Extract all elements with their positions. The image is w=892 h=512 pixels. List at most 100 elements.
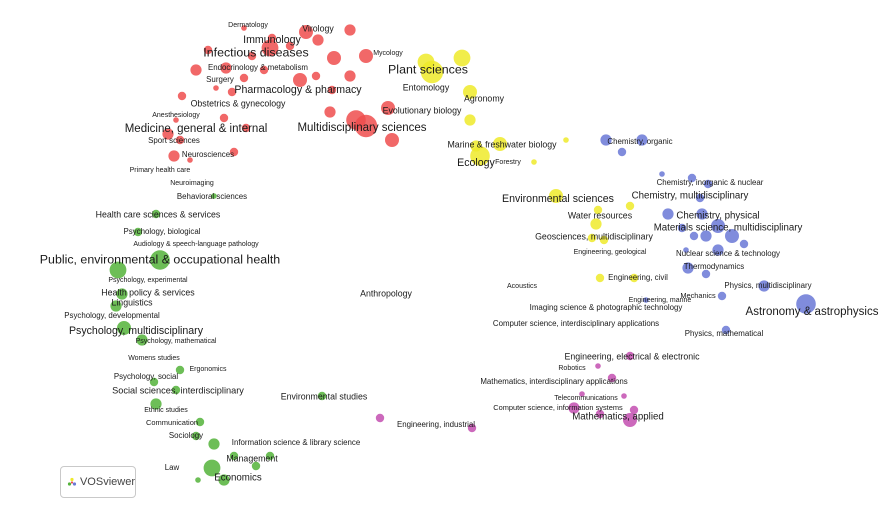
node-red[interactable] xyxy=(311,71,321,81)
node-label[interactable]: Psychology, biological xyxy=(123,227,200,236)
node-red[interactable] xyxy=(213,85,219,91)
node-green[interactable] xyxy=(203,459,221,477)
node-red[interactable] xyxy=(219,113,229,123)
node-label[interactable]: Mathematics, interdisciplinary applicati… xyxy=(480,377,627,386)
node-label[interactable]: Law xyxy=(165,463,180,472)
node-purple[interactable] xyxy=(467,423,477,433)
node-red[interactable] xyxy=(241,123,251,133)
node-label[interactable]: Plant sciences xyxy=(388,62,468,76)
node-label[interactable]: Engineering, marine xyxy=(629,297,692,304)
node-red[interactable] xyxy=(187,157,193,163)
node-red[interactable] xyxy=(177,91,187,101)
node-label[interactable]: Chemistry, physical xyxy=(676,211,759,222)
node-blue[interactable] xyxy=(721,325,731,335)
node-yellow[interactable] xyxy=(593,205,603,215)
node-blue[interactable] xyxy=(758,280,770,292)
node-label[interactable]: Geosciences, multidisciplinary xyxy=(535,231,653,241)
node-blue[interactable] xyxy=(696,208,708,220)
node-label[interactable]: Astronomy & astrophysics xyxy=(746,306,879,318)
node-red[interactable] xyxy=(173,117,179,123)
node-label[interactable]: Agronomy xyxy=(464,93,505,103)
node-blue[interactable] xyxy=(687,173,697,183)
node-yellow[interactable] xyxy=(629,273,639,283)
node-red[interactable] xyxy=(285,41,295,51)
node-label[interactable]: Environmental sciences xyxy=(502,193,614,205)
node-green[interactable] xyxy=(116,288,128,300)
node-yellow[interactable] xyxy=(493,137,507,151)
node-yellow[interactable] xyxy=(463,85,477,99)
node-red[interactable] xyxy=(220,62,232,74)
node-yellow[interactable] xyxy=(595,273,605,283)
node-label[interactable]: Computer science, interdisciplinary appl… xyxy=(493,319,659,328)
node-label[interactable]: Psychology, social xyxy=(114,372,179,381)
node-label[interactable]: Management xyxy=(226,453,278,463)
node-purple[interactable] xyxy=(621,393,627,399)
node-yellow[interactable] xyxy=(453,49,471,67)
node-label[interactable]: Neuroimaging xyxy=(170,180,214,187)
node-blue[interactable] xyxy=(677,223,687,233)
node-purple[interactable] xyxy=(623,413,637,427)
node-label[interactable]: Economics xyxy=(214,473,262,484)
node-blue[interactable] xyxy=(659,171,665,177)
node-green[interactable] xyxy=(149,377,159,387)
node-label[interactable]: Environmental studies xyxy=(281,391,368,401)
node-label[interactable]: Behavioral sciences xyxy=(177,192,247,201)
node-label[interactable]: Neurosciences xyxy=(182,150,234,159)
node-green[interactable] xyxy=(191,431,201,441)
node-label[interactable]: Physics, mathematical xyxy=(685,329,764,338)
node-label[interactable]: Psychology, experimental xyxy=(108,277,188,284)
node-green[interactable] xyxy=(317,391,327,401)
node-label[interactable]: Surgery xyxy=(206,75,234,84)
node-yellow[interactable] xyxy=(531,159,537,165)
node-purple[interactable] xyxy=(595,409,605,419)
node-blue[interactable] xyxy=(711,219,725,233)
node-label[interactable]: Engineering, civil xyxy=(608,273,668,282)
node-yellow[interactable] xyxy=(563,137,569,143)
node-label[interactable]: Thermodynamics xyxy=(684,262,745,271)
node-red[interactable] xyxy=(241,25,247,31)
node-green[interactable] xyxy=(136,334,148,346)
node-green[interactable] xyxy=(171,385,181,395)
node-label[interactable]: Virology xyxy=(302,23,334,33)
node-label[interactable]: Robotics xyxy=(558,365,586,372)
node-label[interactable]: Ecology xyxy=(457,157,495,169)
node-blue[interactable] xyxy=(662,208,674,220)
node-green[interactable] xyxy=(211,193,217,199)
node-label[interactable]: Sociology xyxy=(169,431,203,440)
node-label[interactable]: Forestry xyxy=(495,159,521,166)
node-purple[interactable] xyxy=(629,405,639,415)
node-green[interactable] xyxy=(218,474,230,486)
node-blue[interactable] xyxy=(703,179,713,189)
node-label[interactable]: Chemistry, inorganic & nuclear xyxy=(657,178,764,187)
node-label[interactable]: Computer science, information systems xyxy=(493,403,623,412)
node-label[interactable]: Womens studies xyxy=(128,355,180,362)
node-label[interactable]: Primary health care xyxy=(130,167,191,174)
node-label[interactable]: Ethnic studies xyxy=(144,407,188,414)
node-red[interactable] xyxy=(168,150,180,162)
node-red[interactable] xyxy=(261,39,279,57)
node-label[interactable]: Infectious diseases xyxy=(203,45,308,59)
node-label[interactable]: Endocrinology & metabolism xyxy=(208,63,308,72)
node-green[interactable] xyxy=(109,261,127,279)
node-label[interactable]: Psychology, mathematical xyxy=(136,338,217,345)
node-label[interactable]: Health policy & services xyxy=(101,287,195,297)
node-label[interactable]: Sport sciences xyxy=(148,136,200,145)
node-green[interactable] xyxy=(195,417,205,427)
node-yellow[interactable] xyxy=(587,233,597,243)
vosviewer-badge[interactable]: VOSviewer xyxy=(60,466,136,498)
node-red[interactable] xyxy=(344,70,356,82)
node-label[interactable]: Nuclear science & technology xyxy=(676,249,780,258)
node-purple[interactable] xyxy=(625,351,635,361)
node-label[interactable]: Chemistry, organic xyxy=(607,137,672,146)
node-blue[interactable] xyxy=(689,231,699,241)
node-label[interactable]: Public, environmental & occupational hea… xyxy=(40,252,280,266)
node-blue[interactable] xyxy=(717,291,727,301)
node-red[interactable] xyxy=(190,64,202,76)
node-purple[interactable] xyxy=(595,363,601,369)
node-label[interactable]: Imaging science & photographic technolog… xyxy=(530,303,683,312)
node-label[interactable]: Materials science, multidisciplinary xyxy=(654,223,803,234)
node-yellow[interactable] xyxy=(590,218,602,230)
node-green[interactable] xyxy=(229,451,239,461)
node-red[interactable] xyxy=(324,106,336,118)
node-blue[interactable] xyxy=(695,193,705,203)
